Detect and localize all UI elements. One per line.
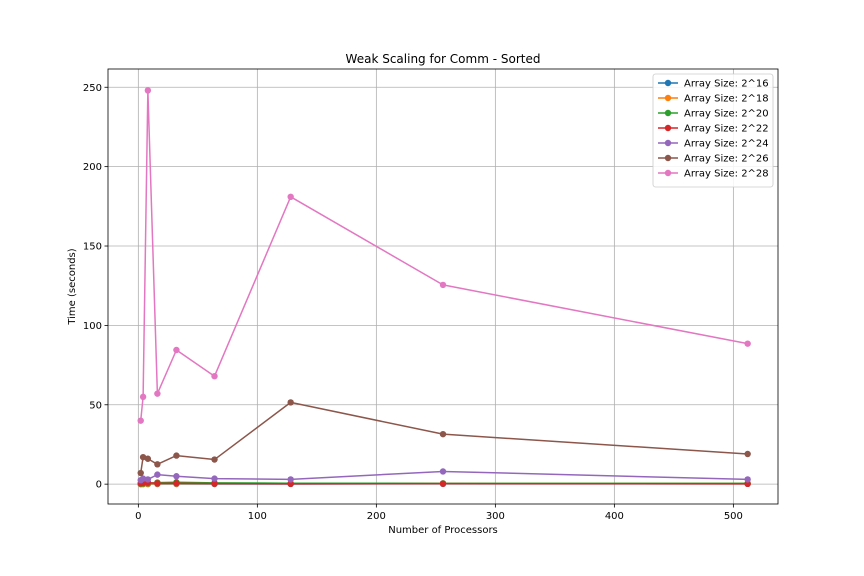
legend-item: Array Size: 2^16 <box>658 79 769 90</box>
axis-ticks: 0 100 200 300 400 500 0 50 100 150 200 250 <box>83 83 743 522</box>
data-point <box>211 480 218 487</box>
legend-swatch-marker <box>664 124 672 132</box>
data-point <box>139 475 147 482</box>
data-point <box>173 346 180 354</box>
legend-label: Array Size: 2^22 <box>684 124 769 135</box>
x-tick-label: 400 <box>605 511 624 522</box>
x-axis-title: Number of Processors <box>388 525 498 536</box>
legend-swatch-marker <box>664 139 672 147</box>
legend-item: Array Size: 2^28 <box>658 169 769 180</box>
y-axis-title: Time (seconds) <box>67 248 78 325</box>
legend-swatch-marker <box>664 94 672 102</box>
legend-item: Array Size: 2^24 <box>658 139 769 150</box>
data-point <box>439 430 447 438</box>
x-tick-label: 500 <box>724 511 743 522</box>
series-layer <box>137 87 751 488</box>
y-tick-label: 100 <box>83 321 102 332</box>
data-point <box>173 452 180 459</box>
data-point <box>173 473 180 480</box>
legend-item: Array Size: 2^26 <box>658 154 769 165</box>
legend-label: Array Size: 2^20 <box>684 109 769 120</box>
data-point <box>439 480 447 487</box>
data-point <box>144 87 152 94</box>
data-point <box>144 476 152 483</box>
data-point <box>439 281 447 289</box>
data-point <box>139 393 147 401</box>
legend-label: Array Size: 2^26 <box>684 154 769 165</box>
x-tick-label: 100 <box>248 511 267 522</box>
series-6 <box>137 399 751 477</box>
x-tick-label: 0 <box>135 511 141 522</box>
data-point <box>211 475 218 482</box>
data-point <box>154 480 161 487</box>
chart-title: Weak Scaling for Comm - Sorted <box>346 52 541 66</box>
legend-item: Array Size: 2^20 <box>658 109 769 120</box>
legend-item: Array Size: 2^22 <box>658 124 769 135</box>
series-line <box>139 401 748 474</box>
y-tick-label: 150 <box>83 242 102 253</box>
series-7 <box>137 87 751 424</box>
data-point <box>287 399 294 406</box>
data-point <box>744 450 751 458</box>
data-point <box>211 372 218 380</box>
legend-swatch-marker <box>664 79 672 87</box>
data-point <box>154 390 161 397</box>
x-tick-label: 300 <box>486 511 505 522</box>
y-tick-label: 250 <box>83 83 102 94</box>
plot-area-frame <box>107 68 779 505</box>
data-point <box>211 456 218 463</box>
legend-label: Array Size: 2^18 <box>684 94 769 105</box>
y-tick-label: 50 <box>89 400 102 411</box>
y-tick-label: 200 <box>83 162 102 173</box>
legend-label: Array Size: 2^28 <box>684 169 769 180</box>
legend-swatch-marker <box>664 109 672 117</box>
data-point <box>439 468 447 475</box>
legend: Array Size: 2^16 Array Size: 2^18 Array Si… <box>652 73 774 188</box>
series-5 <box>137 468 751 484</box>
data-point <box>154 471 161 478</box>
data-point <box>744 476 751 483</box>
data-point <box>744 480 751 488</box>
legend-swatch-marker <box>664 154 672 162</box>
data-point <box>287 193 294 201</box>
legend-label: Array Size: 2^16 <box>684 79 769 90</box>
data-point <box>287 476 294 483</box>
data-point <box>137 417 144 424</box>
data-point <box>287 480 294 488</box>
legend-box <box>652 73 774 188</box>
x-tick-label: 200 <box>367 511 386 522</box>
y-tick-label: 0 <box>96 480 102 491</box>
data-point <box>154 461 161 468</box>
data-point <box>144 455 152 462</box>
data-point <box>137 469 144 477</box>
legend-label: Array Size: 2^24 <box>684 139 769 150</box>
data-point <box>173 480 180 487</box>
legend-item: Array Size: 2^18 <box>658 94 769 105</box>
legend-swatch-marker <box>664 169 672 177</box>
data-point <box>744 340 751 347</box>
